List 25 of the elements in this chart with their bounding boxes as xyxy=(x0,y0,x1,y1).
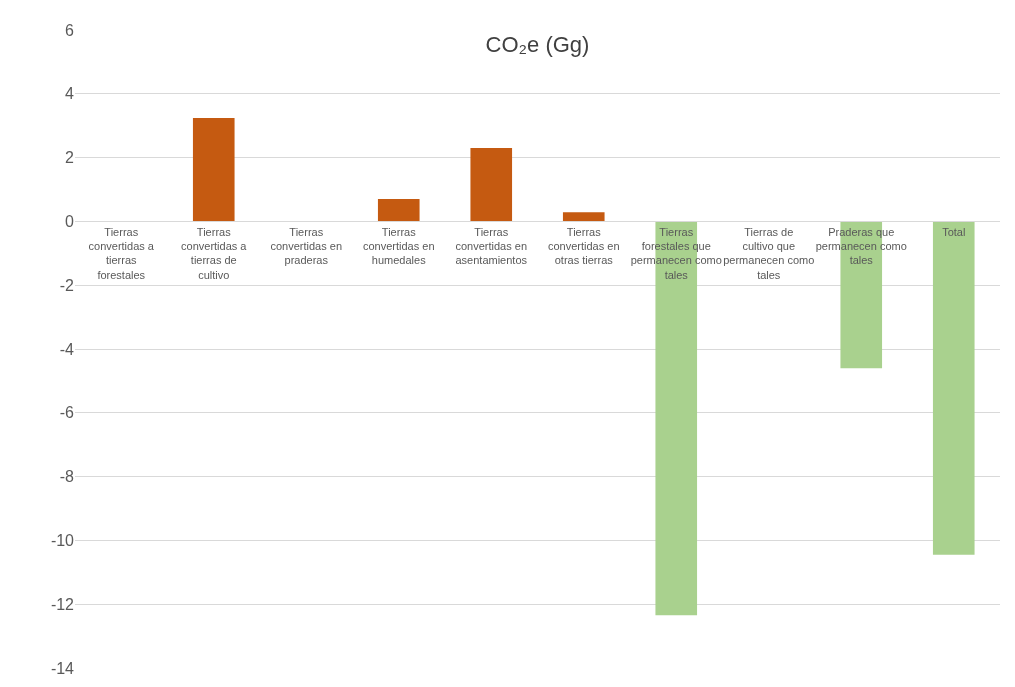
chart-title: CO₂e (Gg) xyxy=(485,32,590,58)
bar xyxy=(192,118,235,222)
y-tick-label: 2 xyxy=(65,149,75,167)
y-tick-label: -4 xyxy=(59,340,75,358)
bar xyxy=(932,221,975,555)
y-tick-label: -8 xyxy=(59,468,75,486)
x-tick-label: Tierras convertidas a tierras forestales xyxy=(88,225,155,281)
x-tick-label: Total xyxy=(942,225,966,238)
y-tick-label: -10 xyxy=(50,532,75,549)
x-tick-label: Tierras convertidas en humedales xyxy=(362,225,435,267)
y-tick-label: -2 xyxy=(59,276,75,294)
bar xyxy=(377,199,420,222)
y-tick-label: 4 xyxy=(65,85,75,103)
y-tick-label: -6 xyxy=(59,404,75,422)
x-tick-label: Tierras convertidas a tierras de cultivo xyxy=(181,225,248,281)
y-tick-label: 0 xyxy=(65,213,75,230)
y-tick-label: 6 xyxy=(65,21,75,39)
x-tick-label: Tierras convertidas en asentamientos xyxy=(455,225,528,267)
x-tick-label: Tierras convertidas en praderas xyxy=(270,225,343,267)
x-tick-label: Tierras de cultivo que permanecen como tales xyxy=(723,225,815,281)
bar xyxy=(470,148,513,222)
y-tick-label: -14 xyxy=(50,659,75,677)
x-tick-label: Tierras convertidas en otras tierras xyxy=(547,225,620,267)
bar xyxy=(562,212,605,222)
y-tick-label: -12 xyxy=(50,595,75,613)
